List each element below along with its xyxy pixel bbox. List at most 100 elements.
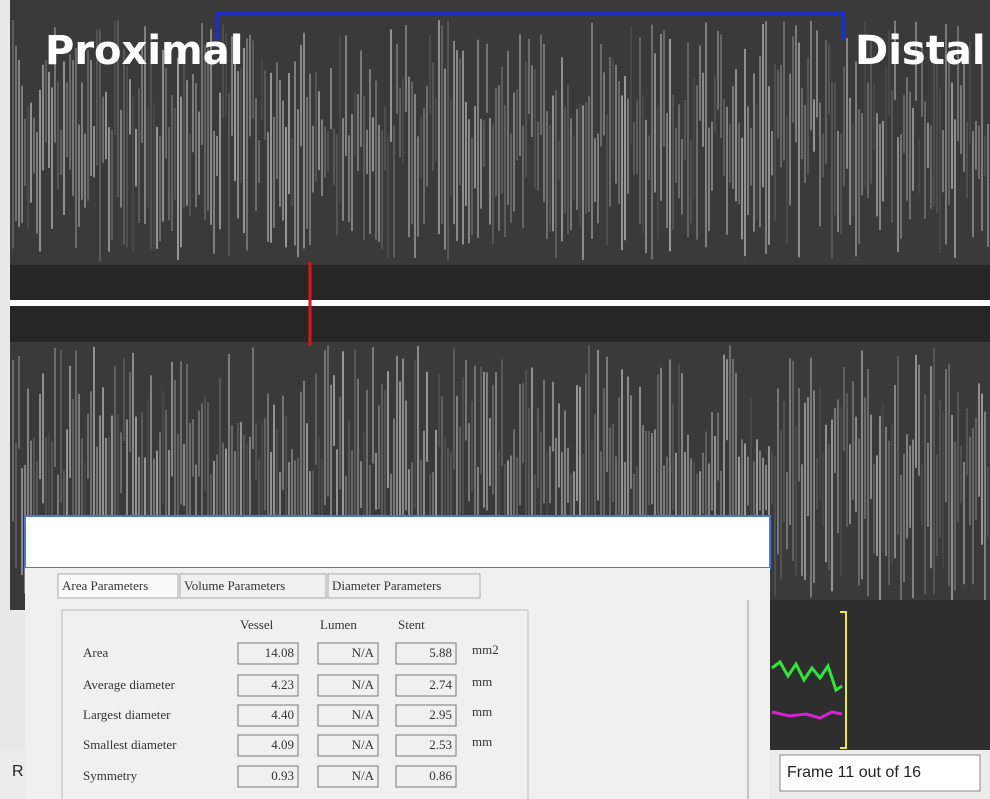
speckle (240, 68, 242, 183)
speckle (354, 349, 356, 535)
speckle (489, 418, 491, 486)
speckle (525, 62, 527, 178)
speckle (654, 53, 656, 192)
speckle (747, 457, 749, 506)
speckle (936, 55, 938, 213)
value: 0.86 (429, 768, 452, 783)
speckle (474, 106, 476, 188)
screen: Proximal Distal R Frame 11 out of 16 Are… (0, 0, 990, 799)
speckle (582, 105, 584, 259)
value: 2.74 (429, 677, 452, 692)
tab-label[interactable]: Area Parameters (62, 578, 148, 593)
column-header: Lumen (320, 617, 357, 632)
speckle (972, 428, 974, 584)
speckle (459, 58, 461, 184)
value: N/A (352, 737, 375, 752)
speckle (495, 88, 497, 196)
speckle (339, 397, 341, 490)
speckle (597, 134, 599, 224)
speckle (666, 113, 668, 228)
speckle (471, 401, 473, 491)
value: N/A (352, 707, 375, 722)
speckle (765, 21, 767, 254)
speckle (42, 65, 44, 170)
speckle (66, 82, 68, 157)
speckle (111, 130, 113, 240)
speckle (327, 345, 329, 496)
speckle (324, 350, 326, 505)
speckle (909, 92, 911, 220)
speckle (378, 125, 380, 242)
speckle (879, 124, 881, 230)
speckle (711, 412, 713, 511)
speckle (21, 468, 23, 575)
speckle (876, 113, 878, 216)
speckle (360, 50, 362, 147)
value: 0.93 (271, 768, 294, 783)
speckle (813, 390, 815, 583)
speckle (828, 44, 830, 114)
speckle (387, 135, 389, 258)
speckle (747, 106, 749, 215)
speckle (78, 124, 80, 226)
speckle (780, 431, 782, 580)
speckle (831, 420, 833, 592)
speckle (537, 122, 539, 191)
speckle (576, 109, 578, 210)
speckle (270, 452, 272, 519)
tab-label[interactable]: Diameter Parameters (332, 578, 441, 593)
speckle (714, 76, 716, 132)
speckle (951, 83, 953, 189)
speckle (684, 100, 686, 160)
unit: mm (472, 674, 492, 689)
speckle (462, 51, 464, 245)
speckle (864, 398, 866, 519)
speckle (468, 423, 470, 501)
speckle (519, 384, 521, 505)
speckle (576, 385, 578, 501)
speckle (333, 375, 335, 446)
speckle (36, 132, 38, 234)
speckle (588, 96, 590, 212)
speckle (288, 73, 290, 194)
tab-label[interactable]: Volume Parameters (184, 578, 285, 593)
speckle (627, 98, 629, 193)
speckle (552, 95, 554, 231)
speckle (129, 372, 131, 452)
speckle (486, 372, 488, 510)
speckle (885, 427, 887, 556)
speckle (873, 464, 875, 554)
speckle (363, 96, 365, 240)
speckle (819, 387, 821, 498)
speckle (27, 106, 29, 229)
value: 14.08 (265, 645, 294, 660)
speckle (357, 94, 359, 171)
speckle (825, 425, 827, 562)
speckle (60, 350, 62, 503)
speckle (429, 35, 431, 114)
row-label: Area (83, 645, 108, 660)
speckle (300, 45, 302, 146)
speckle (21, 86, 23, 223)
speckle (120, 432, 122, 493)
speckle (348, 136, 350, 222)
value: 4.23 (271, 677, 294, 692)
speckle (657, 374, 659, 534)
speckle (507, 51, 509, 205)
speckle (759, 451, 761, 511)
speckle (951, 415, 953, 600)
speckle (297, 109, 299, 257)
speckle (369, 69, 371, 234)
speckle (594, 138, 596, 202)
speckle (339, 34, 341, 202)
speckle (438, 20, 440, 234)
speckle (792, 36, 794, 122)
speckle (468, 119, 470, 243)
speckle (822, 134, 824, 178)
speckle (780, 65, 782, 168)
speckle (744, 49, 746, 256)
speckle (156, 127, 158, 249)
speckle (669, 39, 671, 251)
speckle (111, 416, 113, 529)
speckle (333, 129, 335, 185)
